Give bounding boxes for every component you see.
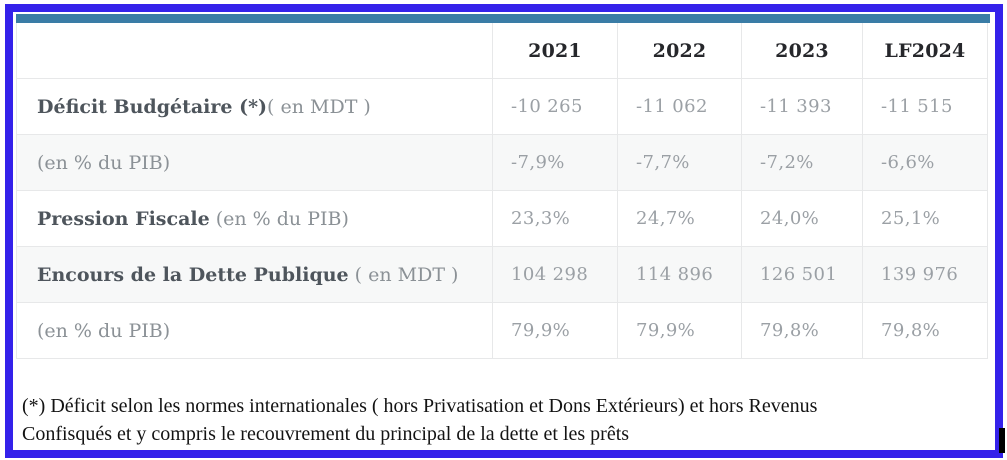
row-label-bold: Encours de la Dette Publique [37, 263, 349, 286]
header-cell-2021: 2021 [492, 23, 618, 79]
row-label: (en % du PIB) [16, 302, 493, 359]
fiscal-data-table: 2021 2022 2023 LF2024 Déficit Budgétaire… [16, 23, 988, 359]
footnote-line-1: (*) Déficit selon les normes internation… [22, 395, 818, 417]
row-label-note: (en % du PIB) [37, 319, 171, 342]
cell-value: -7,7% [617, 134, 742, 191]
cell-value: 104 298 [492, 246, 618, 303]
cell-value: 25,1% [862, 190, 988, 247]
cell-value: -11 393 [741, 78, 863, 135]
header-cell-empty [16, 23, 493, 79]
row-label: (en % du PIB) [16, 134, 493, 191]
cell-value: 79,8% [862, 302, 988, 359]
cell-value: 114 896 [617, 246, 742, 303]
cell-value: 24,0% [741, 190, 863, 247]
cell-value: 24,7% [617, 190, 742, 247]
row-label-note: (en % du PIB) [37, 151, 171, 174]
header-cell-2022: 2022 [617, 23, 742, 79]
header-cell-lf2024: LF2024 [862, 23, 988, 79]
row-label-note: ( en MDT ) [348, 263, 459, 286]
cell-value: -7,2% [741, 134, 863, 191]
row-label-note: ( en MDT ) [267, 95, 371, 118]
cell-value: 79,9% [617, 302, 742, 359]
row-label: Déficit Budgétaire (*)( en MDT ) [16, 78, 493, 135]
text-cursor-caret[interactable] [999, 428, 1005, 453]
cell-value: 23,3% [492, 190, 618, 247]
header-cell-2023: 2023 [741, 23, 863, 79]
cell-value: -7,9% [492, 134, 618, 191]
table-header-row: 2021 2022 2023 LF2024 [16, 23, 988, 79]
image-selection-frame[interactable]: 2021 2022 2023 LF2024 Déficit Budgétaire… [5, 4, 1003, 458]
table-row-deficit-mdt: Déficit Budgétaire (*)( en MDT ) -10 265… [16, 78, 988, 135]
cell-value: -11 515 [862, 78, 988, 135]
cell-value: 79,8% [741, 302, 863, 359]
cell-value: 79,9% [492, 302, 618, 359]
row-label: Pression Fiscale (en % du PIB) [16, 190, 493, 247]
cell-value: 139 976 [862, 246, 988, 303]
table-row-dette-pib: (en % du PIB) 79,9% 79,9% 79,8% 79,8% [16, 302, 988, 359]
cell-value: 126 501 [741, 246, 863, 303]
table-top-accent-bar [16, 14, 990, 23]
row-label: Encours de la Dette Publique ( en MDT ) [16, 246, 493, 303]
row-label-bold: Pression Fiscale [37, 207, 210, 230]
row-label-bold: Déficit Budgétaire (*) [37, 95, 268, 118]
cell-value: -6,6% [862, 134, 988, 191]
cell-value: -11 062 [617, 78, 742, 135]
table-row-encours-dette-mdt: Encours de la Dette Publique ( en MDT ) … [16, 246, 988, 303]
cell-value: -10 265 [492, 78, 618, 135]
table-row-pression-fiscale: Pression Fiscale (en % du PIB) 23,3% 24,… [16, 190, 988, 247]
row-label-note: (en % du PIB) [209, 207, 349, 230]
table-footnote: (*) Déficit selon les normes internation… [22, 392, 989, 448]
footnote-line-2: Confisqués et y compris le recouvrement … [22, 423, 630, 445]
table-row-deficit-pib: (en % du PIB) -7,9% -7,7% -7,2% -6,6% [16, 134, 988, 191]
